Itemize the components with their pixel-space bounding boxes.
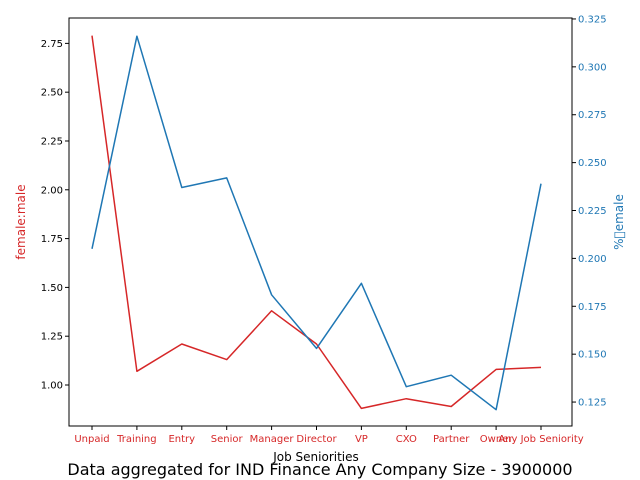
- left-tick-label: 1.25: [41, 332, 63, 343]
- right-tick-label: 0.125: [578, 398, 607, 409]
- plot-area: [68, 17, 573, 427]
- x-tick-label: Partner: [433, 434, 470, 445]
- left-tick-label: 2.75: [41, 39, 63, 50]
- x-tick-label: VP: [355, 434, 368, 445]
- x-tick-label: Any Job Seniority: [498, 434, 583, 445]
- right-tick-label: 0.300: [578, 62, 607, 73]
- x-tick-label: Director: [296, 434, 337, 445]
- right-tick-label: 0.200: [578, 254, 607, 265]
- x-axis: Unpaid Training Entry Senior Manager Director…: [74, 426, 584, 445]
- series-line-female-male-ratio: [91, 35, 542, 410]
- x-tick-label: Owner: [480, 434, 514, 445]
- x-tick-label: Training: [116, 434, 156, 445]
- left-tick-label: 2.50: [41, 88, 63, 99]
- left-tick-label: 2.25: [41, 136, 63, 147]
- right-y-axis-label: % emale: [612, 194, 626, 250]
- chart-title: Data aggregated for IND Finance Any Comp…: [67, 460, 573, 479]
- right-tick-label: 0.250: [578, 158, 607, 169]
- left-y-axis-label: female:male: [14, 184, 28, 259]
- right-y-axis: 0.125 0.150 0.175 0.200 0.225 0.250 0.275 0.300…: [572, 14, 607, 409]
- x-tick-label: Senior: [211, 434, 244, 445]
- right-tick-label: 0.150: [578, 350, 607, 361]
- series-line-percent-female: [91, 35, 542, 411]
- left-tick-label: 1.50: [41, 283, 63, 294]
- x-tick-label: Unpaid: [74, 434, 109, 445]
- right-tick-label: 0.275: [578, 110, 607, 121]
- right-tick-label: 0.225: [578, 206, 607, 217]
- x-tick-label: Manager: [250, 434, 295, 445]
- left-tick-label: 1.00: [41, 381, 63, 392]
- right-tick-label: 0.175: [578, 302, 607, 313]
- left-tick-label: 1.75: [41, 234, 63, 245]
- right-tick-label: 0.325: [578, 14, 607, 25]
- left-y-axis: 1.00 1.25 1.50 1.75 2.00 2.25 2.50 2.75: [41, 39, 69, 392]
- x-tick-label: CXO: [396, 434, 417, 445]
- plot-frame: [68, 17, 573, 427]
- x-tick-label: Entry: [168, 434, 195, 445]
- left-tick-label: 2.00: [41, 185, 63, 196]
- x-axis-label: Job Seniorities: [272, 450, 359, 464]
